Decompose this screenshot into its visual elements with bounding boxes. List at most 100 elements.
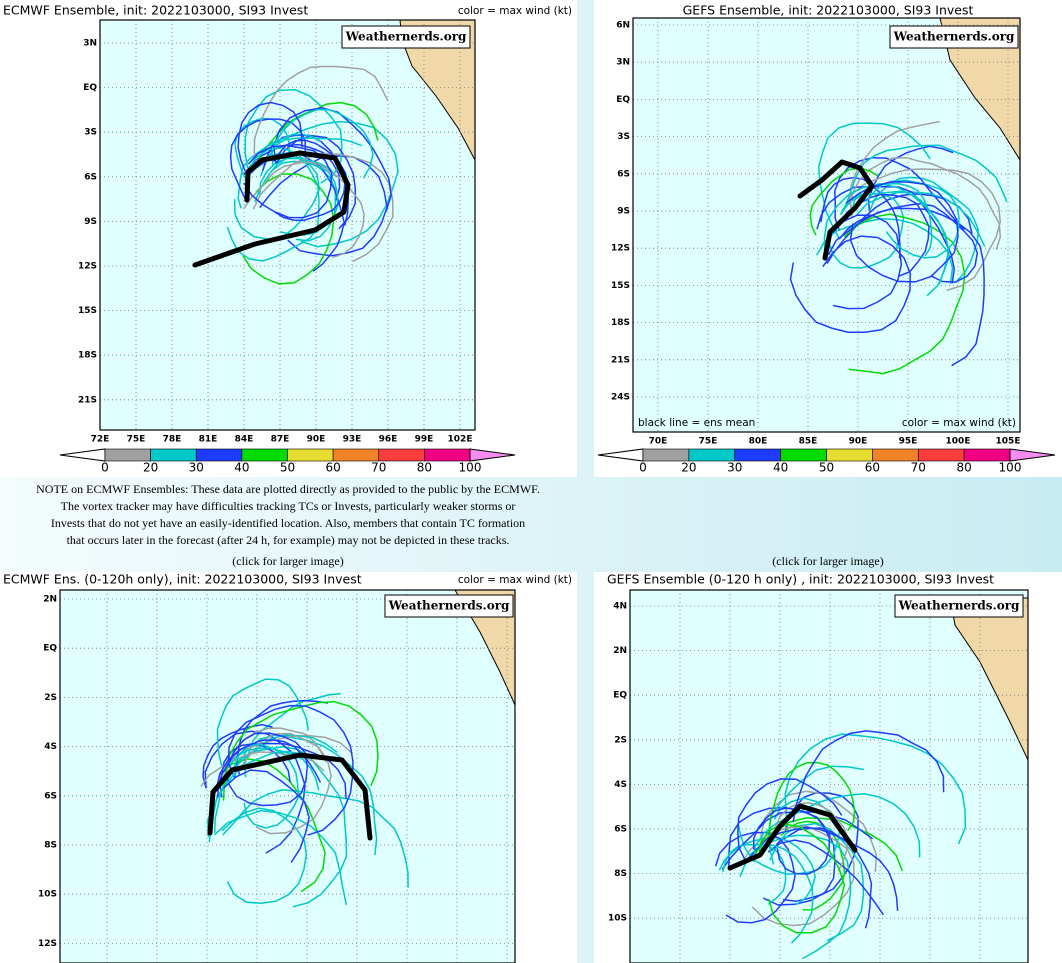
watermark-box (341, 25, 471, 49)
watermark: Weathernerds.org (388, 599, 510, 613)
ensemble-track (842, 144, 1008, 212)
lat-label: 21S (78, 395, 97, 405)
note-line: Invests that do not yet have an easily-i… (51, 516, 525, 530)
colorbar-label: 80 (956, 461, 971, 475)
lat-label: 18S (611, 318, 630, 328)
map-panel: 3N EQ 3S 6S 9S 12S 15S 18S 21S 72E 75E 78E 81E 84E 87E… (0, 0, 577, 477)
click-link[interactable]: (click for larger image) (772, 554, 883, 568)
lat-label: 12S (78, 262, 97, 272)
lat-label: EQ (43, 644, 57, 654)
mean-note: black line = ens mean (638, 417, 755, 429)
click-link[interactable]: (click for larger image) (232, 554, 343, 568)
ensemble-track (769, 761, 856, 836)
map-border (99, 19, 476, 431)
colorbar-label: 20 (681, 461, 696, 475)
ensemble-track (832, 214, 903, 310)
lon-label: 78E (163, 435, 182, 445)
colorbar-over (469, 448, 516, 462)
colorbar-label: 0 (639, 461, 647, 475)
ensemble-track (276, 134, 357, 230)
note-line: that occurs later in the forecast (after… (67, 533, 510, 547)
lat-label: 2S (614, 735, 627, 745)
colorbar-label: 70 (911, 461, 926, 475)
colorbar-label: 70 (371, 461, 386, 475)
lat-label: 4N (613, 602, 627, 612)
colorbar-segment (688, 448, 736, 462)
lat-label: 3N (616, 58, 630, 68)
ensemble-track (722, 843, 787, 905)
ensemble-track (834, 156, 965, 231)
lat-label: 4S (44, 742, 57, 752)
ensemble-track (843, 213, 966, 375)
ensemble-mean (192, 150, 351, 268)
lat-label: 15S (611, 281, 630, 291)
lat-label: 6S (84, 172, 97, 182)
map-content (100, 20, 475, 430)
lon-label: 90E (307, 435, 326, 445)
ensemble-track (792, 730, 945, 823)
colorbar-label: 100 (999, 461, 1022, 475)
lon-label: 100E (946, 437, 971, 447)
coastline (949, 597, 1028, 761)
colorbar-label: 0 (101, 461, 109, 475)
ensemble-track (252, 152, 394, 263)
panel-title: GEFS Ensemble, init: 2022103000, SI93 In… (683, 3, 974, 18)
ensemble-track (233, 147, 320, 241)
lat-label: 6N (616, 21, 630, 31)
colorbar-label: 20 (143, 461, 158, 475)
lat-label: 6S (617, 169, 630, 179)
map-content (630, 590, 1028, 963)
ensemble-track (243, 161, 365, 259)
ensemble-track (215, 742, 347, 799)
lat-label: 6S (614, 825, 627, 835)
lon-label: 75E (699, 437, 718, 447)
legend-note: color = max wind (kt) (458, 5, 572, 17)
ensemble-track (752, 807, 831, 875)
map-border (59, 589, 516, 963)
ensemble-track (273, 107, 392, 212)
lon-label: 87E (271, 435, 290, 445)
map-area (60, 590, 515, 963)
panel-title: ECMWF Ens. (0-120h only), init: 20221030… (3, 572, 362, 587)
ensemble-track (784, 733, 967, 845)
note-line: The vortex tracker may have difficulties… (61, 499, 516, 513)
colorbar-over (1009, 448, 1056, 462)
ensemble-track (714, 831, 796, 924)
colorbar-segment (241, 448, 288, 462)
lat-label: EQ (613, 691, 627, 701)
ensemble-track (204, 730, 306, 854)
ensemble-track (234, 743, 300, 829)
colorbar-segment (642, 448, 690, 462)
lat-label: 9S (84, 217, 97, 227)
colorbar-label: 100 (459, 461, 482, 475)
lon-label: 85E (799, 437, 818, 447)
lat-label: 10S (608, 914, 627, 924)
colorbar-label: 60 (865, 461, 880, 475)
colorbar-segment (195, 448, 243, 462)
colorbar-label: 50 (280, 461, 295, 475)
ensemble-track (849, 156, 1002, 250)
map-border (629, 589, 1029, 963)
colorbar-label: 30 (189, 461, 204, 475)
lat-label: 18S (78, 351, 97, 361)
colorbar-segment (287, 448, 334, 462)
ensemble-track (867, 145, 954, 212)
colorbar-label: 40 (773, 461, 788, 475)
ensemble-track (244, 89, 343, 184)
ensemble-track (259, 155, 388, 257)
lat-label: 12S (611, 244, 630, 254)
colorbar-segment (150, 448, 197, 462)
colorbar-label: 40 (234, 461, 249, 475)
lon-label: 72E (91, 435, 110, 445)
ensemble-track (229, 118, 307, 202)
colorbar-segment (734, 448, 781, 462)
watermark: Weathernerds.org (345, 30, 467, 44)
colorbar-label: 60 (325, 461, 340, 475)
colorbar-label: 80 (417, 461, 432, 475)
ensemble-track (213, 809, 348, 906)
ensemble-track (855, 191, 986, 247)
watermark-box (894, 594, 1024, 618)
ensemble-mean (797, 159, 875, 261)
ensemble-track (240, 732, 332, 835)
lat-label: 15S (78, 306, 97, 316)
